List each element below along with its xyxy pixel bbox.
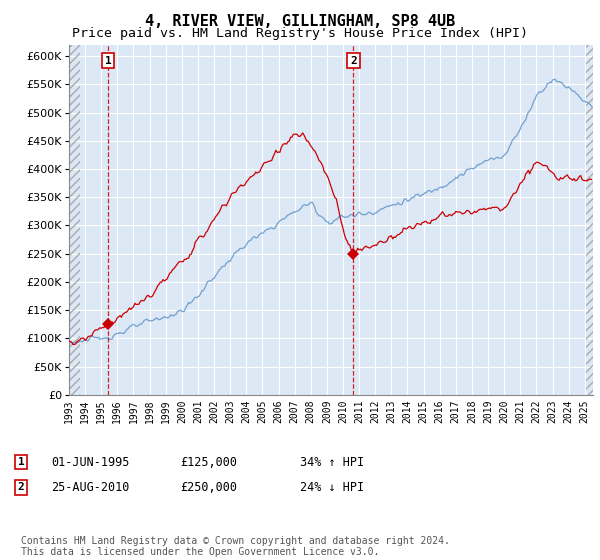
Text: 2: 2 bbox=[17, 482, 25, 492]
Text: 4, RIVER VIEW, GILLINGHAM, SP8 4UB: 4, RIVER VIEW, GILLINGHAM, SP8 4UB bbox=[145, 14, 455, 29]
Text: £125,000: £125,000 bbox=[180, 455, 237, 469]
Text: Price paid vs. HM Land Registry's House Price Index (HPI): Price paid vs. HM Land Registry's House … bbox=[72, 27, 528, 40]
Text: Contains HM Land Registry data © Crown copyright and database right 2024.
This d: Contains HM Land Registry data © Crown c… bbox=[21, 535, 450, 557]
Text: 2: 2 bbox=[350, 55, 357, 66]
Text: 1: 1 bbox=[104, 55, 112, 66]
Text: 25-AUG-2010: 25-AUG-2010 bbox=[51, 480, 130, 494]
Text: £250,000: £250,000 bbox=[180, 480, 237, 494]
Text: 01-JUN-1995: 01-JUN-1995 bbox=[51, 455, 130, 469]
Text: 24% ↓ HPI: 24% ↓ HPI bbox=[300, 480, 364, 494]
Text: 34% ↑ HPI: 34% ↑ HPI bbox=[300, 455, 364, 469]
Text: 1: 1 bbox=[17, 457, 25, 467]
